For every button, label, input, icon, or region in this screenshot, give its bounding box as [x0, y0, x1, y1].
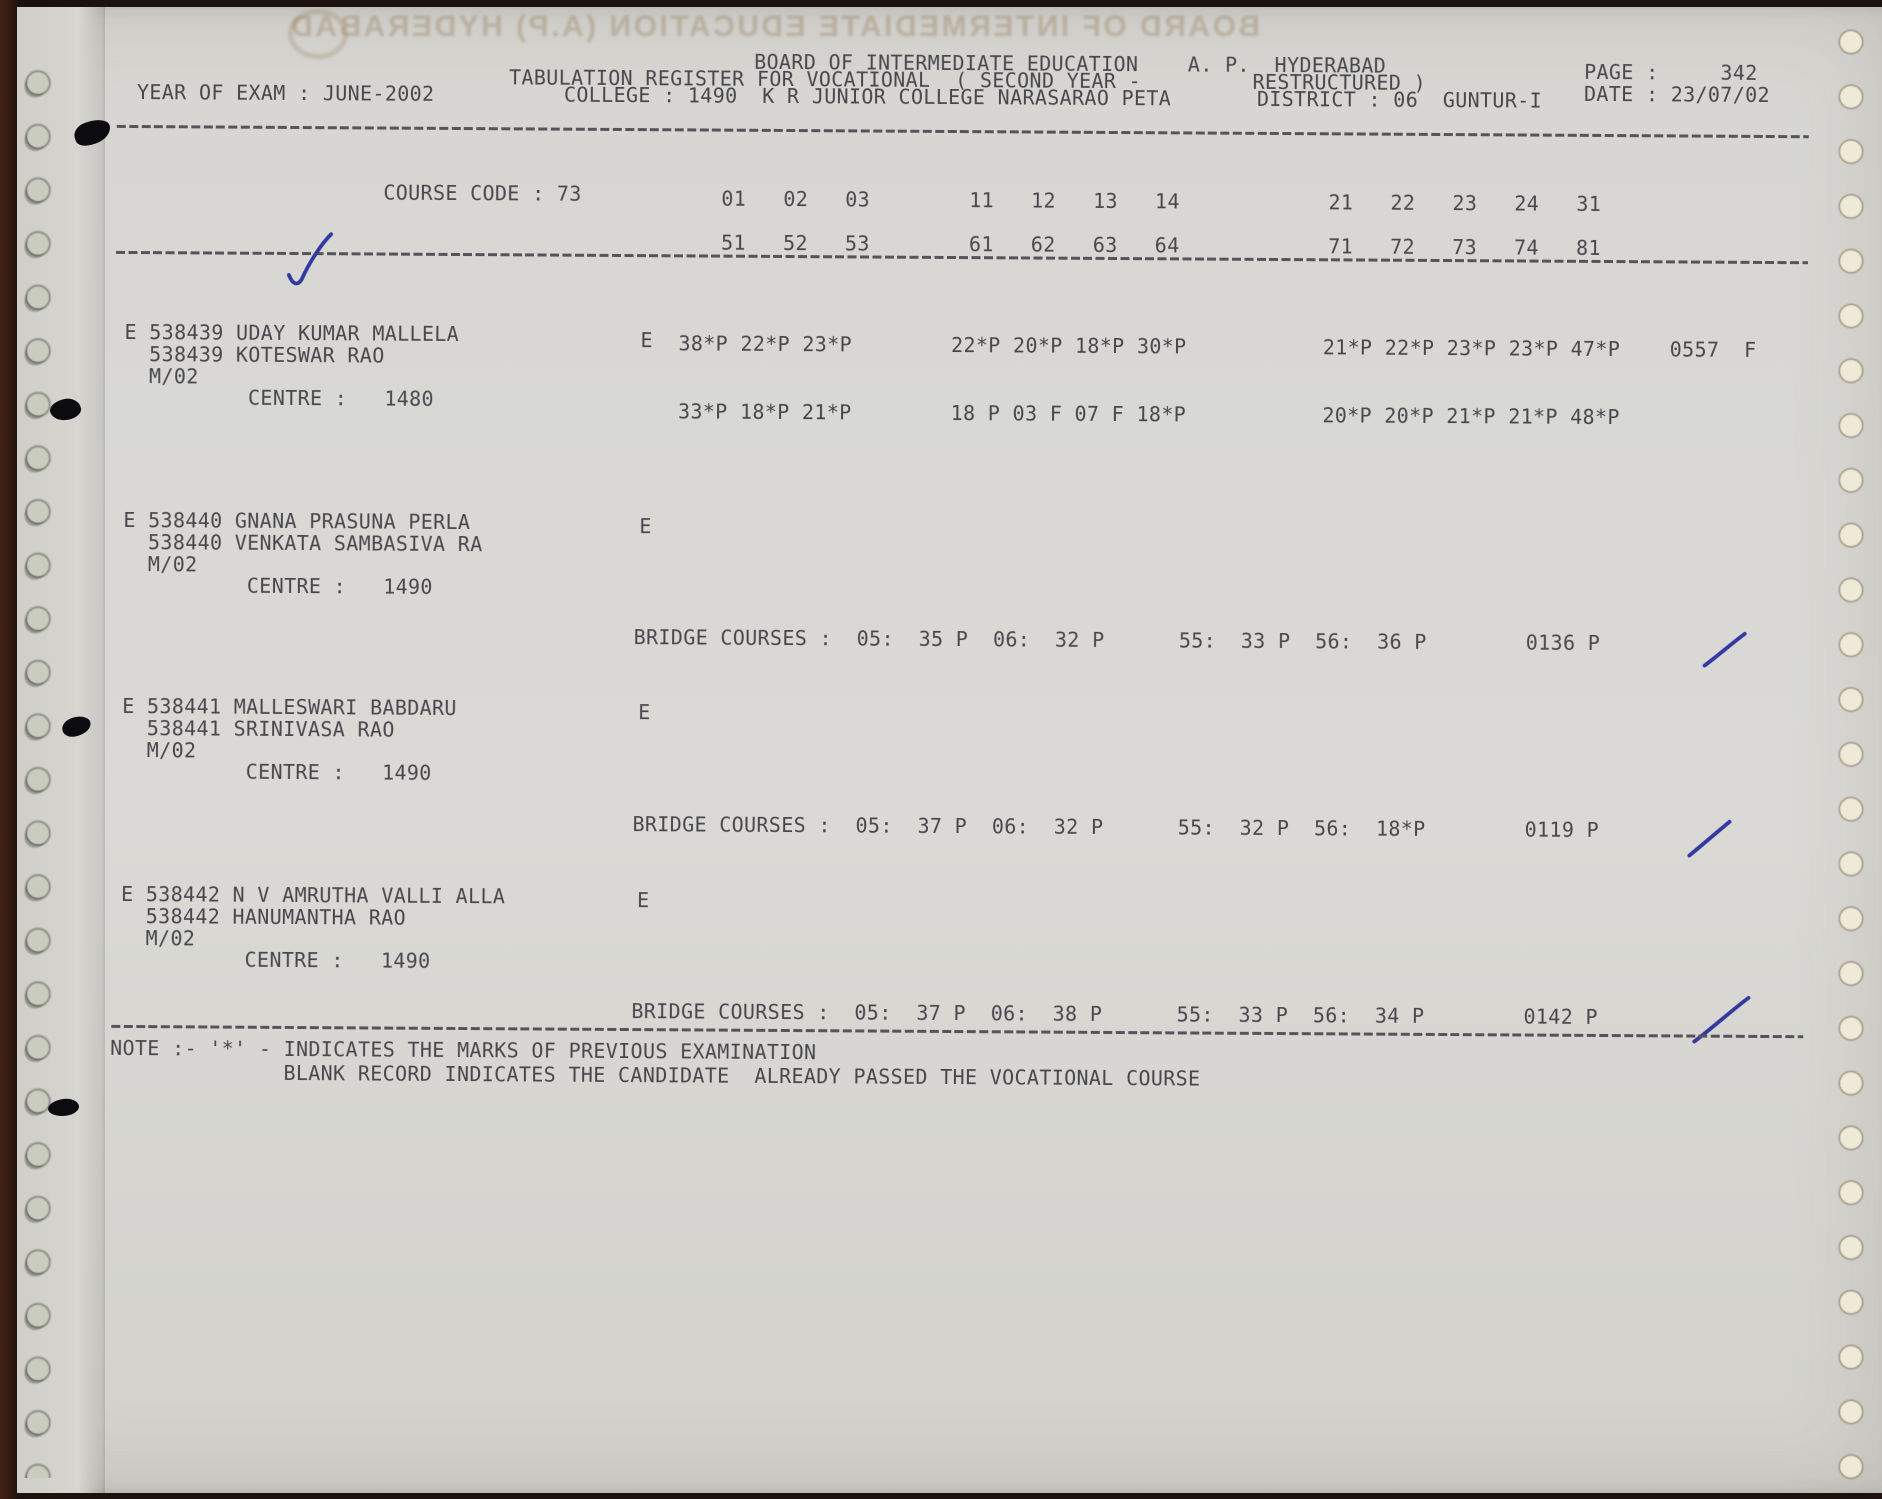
medium-flag-1: E	[640, 328, 653, 353]
pen-tick-bridge-3	[1692, 995, 1751, 1044]
bridge-courses-row-3: BRIDGE COURSES : 05: 37 P 06: 38 P 55: 3…	[631, 999, 1598, 1029]
pen-tick-bridge-1	[1702, 631, 1747, 668]
course-code-line: COURSE CODE : 73	[383, 180, 582, 206]
medium-flag-4: E	[637, 888, 650, 913]
subject-codes-row-1: 01 02 03 11 12 13 14 21 22 23 24 31	[721, 186, 1602, 216]
pen-tick-bridge-2	[1687, 819, 1732, 858]
medium-flag-3: E	[638, 700, 651, 725]
candidate-record-4: E 538442 N V AMRUTHA VALLI ALLA 538442 H…	[120, 881, 506, 974]
tractor-feed-holes-left	[20, 66, 56, 1478]
marks-row-1a: 38*P 22*P 23*P 22*P 20*P 18*P 30*P 21*P …	[678, 331, 1757, 362]
bridge-courses-row-1: BRIDGE COURSES : 05: 35 P 06: 32 P 55: 3…	[633, 625, 1601, 655]
candidate-record-3: E 538441 MALLESWARI BABDARU 538441 SRINI…	[121, 693, 457, 786]
printed-content: BOARD OF INTERMEDIATE EDUCATION A. P. HY…	[12, 1, 1882, 1498]
candidate-record-1: E 538439 UDAY KUMAR MALLELA 538439 KOTES…	[124, 319, 460, 412]
footer-note: NOTE :- '*' - INDICATES THE MARKS OF PRE…	[109, 1035, 1201, 1091]
marks-row-1b: 33*P 18*P 21*P 18 P 03 F 07 F 18*P 20*P …	[677, 399, 1620, 430]
pen-checkmark-record-1	[286, 232, 334, 286]
college-line: COLLEGE : 1490 K R JUNIOR COLLEGE NARASA…	[563, 82, 1172, 111]
district-line: DISTRICT : 06 GUNTUR-I	[1256, 86, 1543, 113]
tractor-feed-holes-right	[1833, 25, 1869, 1487]
paper-sheet: BOARD OF INTERMEDIATE EDUCATION (A.P) HY…	[17, 7, 1882, 1493]
candidate-record-2: E 538440 GNANA PRASUNA PERLA 538440 VENK…	[122, 507, 483, 600]
year-of-exam: YEAR OF EXAM : JUNE-2002	[136, 80, 435, 106]
medium-flag-2: E	[639, 514, 652, 539]
showthrough-ghost-emblem	[288, 9, 348, 59]
page-date-block: PAGE : 342 DATE : 23/07/02	[1583, 59, 1770, 107]
bridge-courses-row-2: BRIDGE COURSES : 05: 37 P 06: 32 P 55: 3…	[632, 812, 1600, 842]
dashed-rule-top	[116, 124, 1809, 139]
